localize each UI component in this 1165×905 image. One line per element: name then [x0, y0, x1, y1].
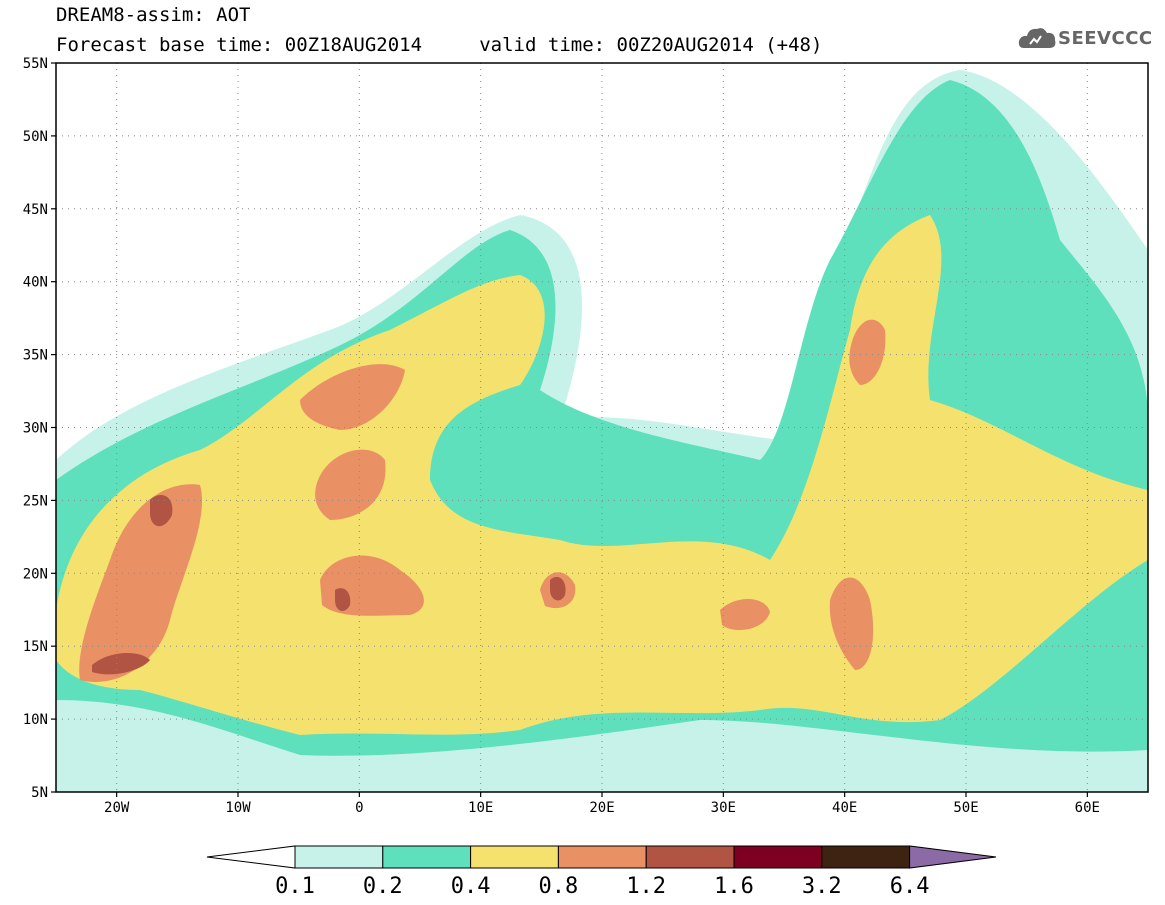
lat-tick-label: 40N: [23, 275, 48, 291]
colorbar: 0.1 0.2 0.4 0.8 1.2 1.6 3.2 6.4: [206, 845, 997, 899]
aot-contour-05b: [335, 588, 351, 612]
lat-tick-label: 15N: [23, 639, 48, 655]
lat-tick-label: 25N: [23, 493, 48, 509]
colorbar-segment: [470, 845, 559, 869]
aot-contour-04h: [829, 577, 874, 670]
colorbar-label: 0.1: [275, 874, 315, 899]
lat-lon-grid: [56, 63, 1148, 792]
aot-contour-05d: [92, 653, 150, 675]
colorbar-segment: [206, 845, 296, 869]
title-variable: DREAM8-assim: AOT: [56, 4, 251, 26]
lat-tick-label: 45N: [23, 202, 48, 218]
aot-contour-05a: [150, 495, 173, 527]
colorbar-label: 3.2: [802, 874, 842, 899]
colorbar-label: 0.4: [451, 874, 491, 899]
lon-tick-label: 10E: [468, 800, 493, 816]
aot-contour-04a: [79, 484, 203, 682]
seevccc-logo: SEEVCCC: [1018, 22, 1158, 56]
colorbar-segment: [382, 845, 472, 869]
colorbar-segment: [645, 845, 735, 869]
lat-tick-label: 55N: [23, 56, 48, 72]
aot-contour-04f: [720, 598, 770, 631]
cloud-icon: [1018, 28, 1056, 48]
colorbar-label: 6.4: [890, 874, 930, 899]
aot-contour-05c: [550, 576, 566, 601]
aot-contour-04c: [315, 449, 386, 520]
colorbar-segment: [821, 845, 911, 869]
aot-field: [56, 63, 1148, 792]
colorbar-segment: [733, 845, 823, 869]
colorbar-segment: [557, 845, 647, 869]
title-times: Forecast base time: 00Z18AUG2014 valid t…: [56, 34, 823, 56]
colorbar-label: 0.2: [363, 874, 403, 899]
lon-tick-label: 10W: [225, 800, 251, 816]
colorbar-segment: [909, 845, 997, 869]
lat-tick-label: 10N: [23, 712, 48, 728]
lon-tick-label: 20E: [589, 800, 614, 816]
lon-tick-label: 0: [355, 800, 363, 816]
lon-tick-label: 30E: [711, 800, 736, 816]
lat-tick-label: 20N: [23, 566, 48, 582]
longitude-axis: 20W 10W 0 10E 20E 30E 40E 50E 60E: [104, 792, 1100, 816]
logo-text: SEEVCCC: [1058, 28, 1153, 49]
colorbar-label: 1.2: [626, 874, 666, 899]
lon-tick-label: 40E: [832, 800, 857, 816]
lon-tick-label: 20W: [104, 800, 130, 816]
lat-tick-label: 50N: [23, 129, 48, 145]
aot-contour-04g: [849, 319, 886, 385]
colorbar-label: 0.8: [539, 874, 579, 899]
colorbar-segment: [294, 845, 384, 869]
lat-tick-label: 5N: [31, 785, 48, 801]
lat-tick-label: 30N: [23, 421, 48, 437]
lon-tick-label: 60E: [1075, 800, 1100, 816]
colorbar-label: 1.6: [714, 874, 754, 899]
aot-contour-04b: [300, 364, 405, 430]
latitude-axis: 55N 50N 45N 40N 35N 30N 25N 20N 15N 10N 5N: [23, 56, 56, 801]
lon-tick-label: 50E: [953, 800, 978, 816]
lat-tick-label: 35N: [23, 348, 48, 364]
